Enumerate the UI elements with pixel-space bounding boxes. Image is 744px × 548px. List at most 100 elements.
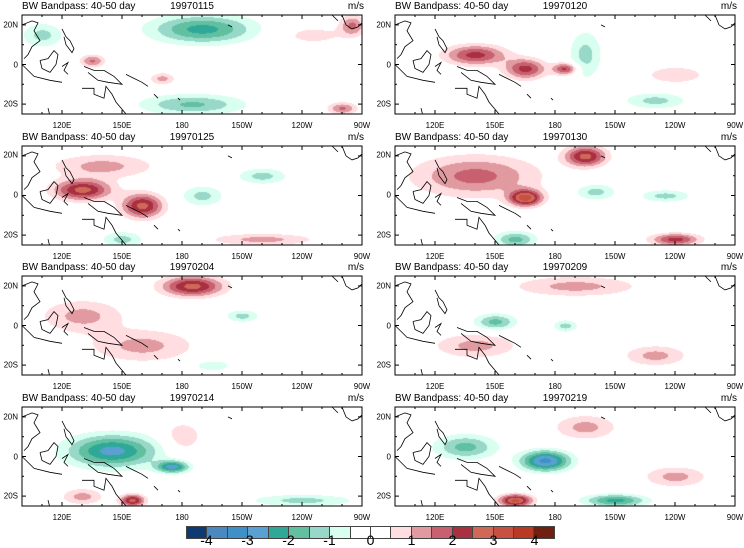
coastline — [22, 455, 35, 469]
coastline — [395, 20, 414, 59]
lon-tick-label: 120E — [425, 251, 445, 261]
lat-tick-label: 20S — [3, 491, 18, 501]
coastline — [153, 354, 159, 360]
coastline — [420, 500, 429, 506]
colorbar-box — [432, 527, 453, 538]
lat-tick-label: 20S — [376, 360, 391, 370]
coastline — [33, 468, 63, 475]
coastline — [61, 289, 75, 315]
coastline — [395, 412, 414, 451]
anomaly-field — [395, 15, 735, 114]
coastline — [39, 49, 59, 73]
lon-tick-label: 180 — [175, 513, 189, 522]
lon-tick-label: 180 — [175, 251, 189, 261]
coastline — [434, 159, 448, 184]
coastline — [395, 194, 408, 208]
coastline — [22, 324, 35, 338]
map-panel-19970120: BW Bandpass: 40-50 day 19970120 m/s 120E 150… — [376, 1, 743, 130]
coastline — [395, 150, 414, 190]
coastline — [714, 15, 735, 30]
colorbar-box — [248, 527, 269, 538]
map-border — [394, 406, 736, 507]
coastline — [420, 108, 429, 114]
colorbar-box — [493, 527, 514, 538]
colorbar-label: -1 — [323, 532, 336, 548]
coastline — [550, 489, 554, 493]
panel-title: BW Bandpass: 40-50 day — [395, 1, 509, 12]
coastline — [153, 224, 159, 229]
coastline — [395, 455, 408, 469]
lon-tick-label: 180 — [548, 121, 562, 130]
colorbar-box — [309, 527, 331, 538]
coastline — [61, 159, 75, 184]
lat-tick-label: 20N — [3, 281, 18, 291]
coastline — [714, 407, 735, 422]
coastline — [550, 97, 554, 101]
lon-tick-label: 90W — [353, 121, 371, 130]
coastline — [412, 180, 432, 204]
colorbar-box — [330, 527, 351, 538]
coastline — [341, 276, 362, 291]
map-frame — [394, 406, 736, 507]
coastline — [39, 180, 59, 204]
coastline — [227, 155, 233, 158]
coastline — [704, 407, 712, 414]
lon-tick-label: 150E — [112, 382, 132, 391]
lat-tick-label: 20S — [3, 360, 18, 370]
coastline — [341, 15, 362, 30]
anomaly-field — [395, 145, 735, 245]
lon-tick-label: 180 — [175, 382, 189, 391]
map-panel-19970219: BW Bandpass: 40-50 day 19970219 m/s 120E 150… — [376, 393, 743, 522]
lon-tick-label: 150W — [604, 121, 626, 130]
lon-tick-label: 150E — [485, 121, 505, 130]
coastline — [704, 276, 712, 283]
lon-tick-label: 150E — [112, 513, 132, 522]
coastline — [600, 285, 606, 289]
colorbar-box — [187, 527, 208, 538]
lat-tick-label: 0 — [13, 60, 18, 69]
map-panel-19970115: BW Bandpass: 40-50 day 19970115 m/s 120E 150… — [3, 1, 370, 130]
coastline — [22, 150, 41, 190]
coastline — [61, 420, 75, 446]
panel-units: m/s — [347, 1, 364, 12]
panel-date: 19970125 — [169, 131, 215, 143]
coastline — [227, 24, 233, 28]
coastline — [498, 204, 522, 218]
lon-tick-label: 180 — [548, 382, 562, 391]
coastline — [47, 238, 56, 245]
panel-title: BW Bandpass: 40-50 day — [22, 1, 136, 12]
map-frame — [394, 275, 736, 376]
lon-tick-label: 120W — [291, 382, 313, 391]
coastline — [33, 337, 63, 344]
coastline — [395, 281, 414, 320]
coastline — [395, 63, 408, 77]
coastline — [526, 354, 532, 360]
coastline — [498, 335, 522, 348]
panel-date: 19970209 — [542, 262, 588, 273]
lon-tick-label: 180 — [175, 121, 189, 130]
coastline — [526, 93, 532, 99]
panel-title: BW Bandpass: 40-50 day — [395, 262, 509, 273]
lon-tick-label: 150W — [231, 251, 253, 261]
coastline — [341, 145, 362, 160]
panel-title: BW Bandpass: 40-50 day — [395, 393, 509, 404]
coastline — [434, 28, 448, 54]
panel-date: 19970219 — [542, 393, 588, 404]
lon-tick-label: 120W — [291, 121, 313, 130]
anomaly-field — [22, 276, 362, 375]
coastline — [412, 49, 432, 73]
panel-date: 19970115 — [170, 1, 214, 12]
lat-tick-label: 0 — [13, 321, 18, 330]
map-border — [394, 14, 736, 115]
coastline — [406, 337, 436, 344]
coastline — [177, 97, 181, 101]
map-border — [21, 145, 363, 245]
coastline — [434, 191, 443, 206]
coastline — [22, 20, 41, 59]
lon-tick-label: 150W — [231, 382, 253, 391]
lat-tick-label: 0 — [386, 452, 391, 461]
coastline — [550, 228, 554, 231]
coastline — [47, 369, 56, 375]
map-panel-19970125: BW Bandpass: 40-50 day 19970125 m/s 120E 150… — [3, 132, 370, 261]
panel-date: 19970214 — [169, 393, 215, 404]
